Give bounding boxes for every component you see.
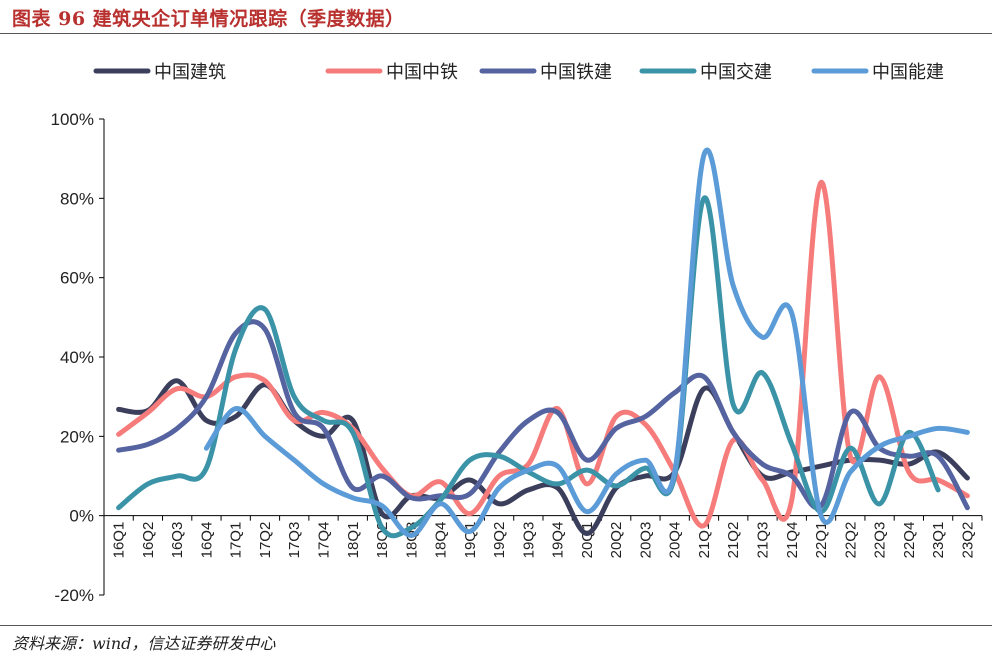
y-tick-label: 100% <box>51 110 94 129</box>
x-tick-label: 17Q3 <box>286 522 303 559</box>
legend-label: 中国能建 <box>872 62 944 83</box>
x-tick-label: 19Q2 <box>491 522 508 559</box>
plot-area <box>116 147 970 539</box>
series-line-2 <box>116 179 970 529</box>
x-tick-label: 22Q3 <box>872 522 889 559</box>
series-line-1 <box>116 378 970 536</box>
x-tick-label: 17Q1 <box>228 522 245 559</box>
x-tick-label: 20Q2 <box>608 522 625 559</box>
y-tick-label: 40% <box>60 348 94 367</box>
legend-label: 中国中铁 <box>386 62 458 83</box>
y-tick-label: 20% <box>60 427 94 446</box>
y-axis: -20% 0% 20% 40% 60% 80% 100% <box>51 110 105 605</box>
series-line-5 <box>203 147 970 538</box>
title-divider <box>0 33 992 34</box>
figure-title: 图表 96 建筑央企订单情况跟踪（季度数据） <box>12 8 405 30</box>
x-tick-label: 19Q3 <box>520 522 537 559</box>
x-tick-label: 23Q2 <box>959 522 976 559</box>
x-tick-label: 22Q4 <box>901 522 918 559</box>
y-tick-label: 80% <box>60 189 94 208</box>
footer-divider <box>0 625 992 626</box>
x-tick-label: 21Q3 <box>755 522 772 559</box>
legend-label: 中国铁建 <box>540 62 612 83</box>
x-tick-label: 16Q1 <box>111 522 128 559</box>
chart-legend: 中国建筑 中国中铁 中国铁建 中国交建 中国能建 <box>93 62 944 83</box>
x-tick-label: 23Q1 <box>930 522 947 559</box>
y-tick-label: 0% <box>69 507 94 526</box>
x-axis: 16Q1 16Q2 16Q3 16Q4 17Q1 17Q2 17Q3 17Q4 18Q1 18Q2… <box>103 515 983 559</box>
x-tick-label: 17Q4 <box>316 522 333 559</box>
x-tick-label: 16Q3 <box>169 522 186 559</box>
x-tick-label: 20Q3 <box>637 522 654 559</box>
x-tick-label: 22Q2 <box>842 522 859 559</box>
x-tick-label: 21Q1 <box>696 522 713 559</box>
legend-label: 中国建筑 <box>154 62 226 83</box>
x-tick-label: 17Q2 <box>257 522 274 559</box>
x-tick-label: 20Q4 <box>667 522 684 559</box>
x-tick-label: 22Q1 <box>813 522 830 559</box>
x-tick-label: 21Q2 <box>725 522 742 559</box>
x-tick-label: 19Q4 <box>550 522 567 559</box>
y-tick-label: -20% <box>54 586 94 605</box>
x-tick-label: 18Q1 <box>345 522 362 559</box>
y-tick-label: 60% <box>60 269 94 288</box>
x-tick-label: 18Q4 <box>433 522 450 559</box>
x-tick-label: 16Q4 <box>198 522 215 559</box>
x-tick-label: 21Q4 <box>784 522 801 559</box>
source-note: 资料来源：wind，信达证券研发中心 <box>12 634 276 653</box>
legend-label: 中国交建 <box>700 62 772 83</box>
series-line-4 <box>116 195 941 539</box>
series-line-3 <box>116 319 970 511</box>
x-tick-label: 16Q2 <box>140 522 157 559</box>
